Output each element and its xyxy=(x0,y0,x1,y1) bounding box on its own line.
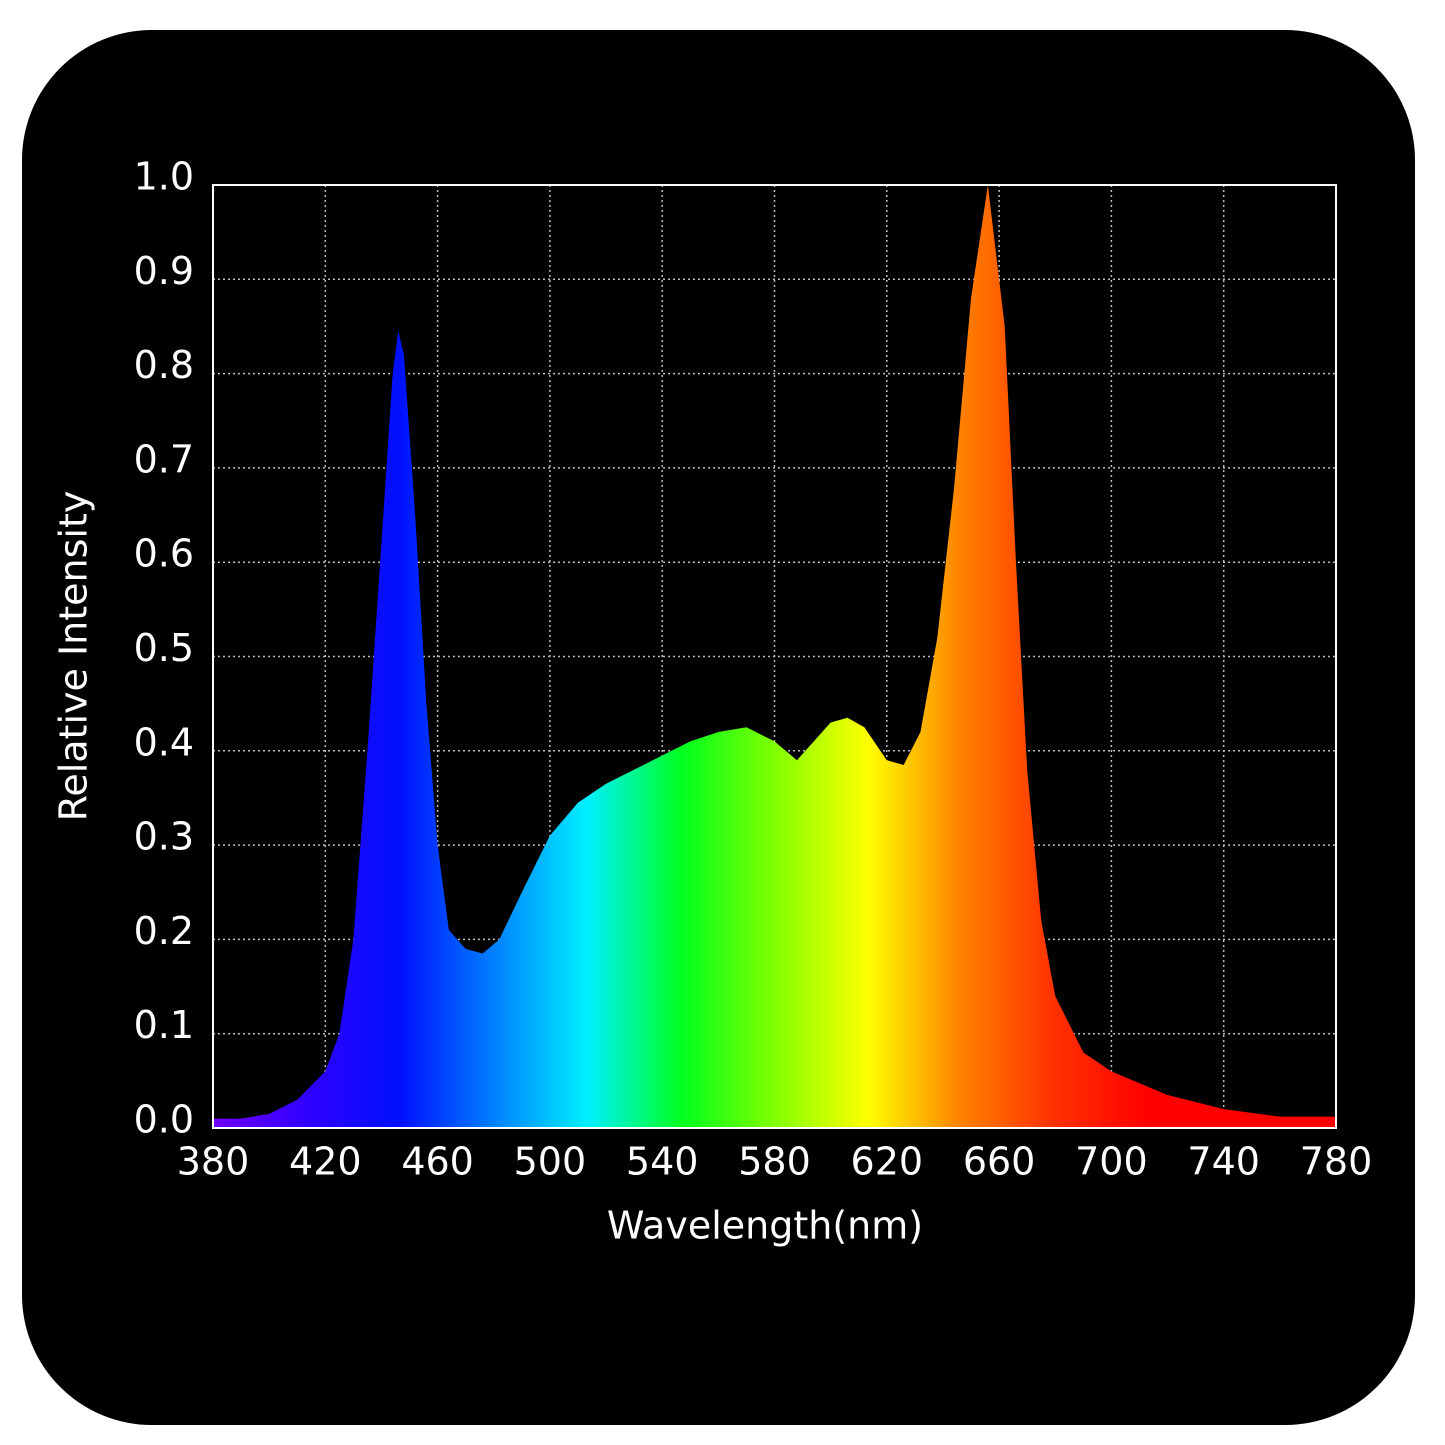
x-tick-label: 420 xyxy=(289,1140,362,1184)
x-tick-label: 620 xyxy=(851,1140,924,1184)
y-tick-label: 0.8 xyxy=(134,343,194,387)
y-tick-label: 0.7 xyxy=(134,437,194,481)
y-tick-label: 0.4 xyxy=(134,720,194,764)
y-axis-title: Relative Intensity xyxy=(52,491,96,822)
x-tick-label: 700 xyxy=(1075,1140,1148,1184)
y-tick-label: 0.0 xyxy=(134,1098,194,1142)
y-tick-label: 0.3 xyxy=(134,815,194,859)
y-tick-label: 0.5 xyxy=(134,626,194,670)
x-axis-title: Wavelength(nm) xyxy=(607,1204,923,1248)
x-tick-label: 660 xyxy=(963,1140,1036,1184)
plot xyxy=(213,185,1336,1128)
x-tick-label: 380 xyxy=(177,1140,250,1184)
x-tick-label: 460 xyxy=(401,1140,474,1184)
y-tick-label: 0.6 xyxy=(134,532,194,576)
plot-frame xyxy=(212,184,1337,1129)
x-tick-label: 740 xyxy=(1187,1140,1260,1184)
x-tick-label: 500 xyxy=(514,1140,587,1184)
y-tick-label: 0.1 xyxy=(134,1003,194,1047)
x-tick-label: 580 xyxy=(738,1140,811,1184)
labels: 0.0 0.1 0.2 0.3 0.4 0.5 0.6 0.7 0.8 0.9 1.0 380 420 4… xyxy=(134,155,1373,1184)
x-tick-label: 780 xyxy=(1300,1140,1373,1184)
x-tick-label: 540 xyxy=(626,1140,699,1184)
y-tick-label: 0.9 xyxy=(134,249,194,293)
spectrum-area xyxy=(213,185,1336,1128)
y-tick-label: 0.2 xyxy=(134,909,194,953)
y-tick-label: 1.0 xyxy=(134,155,194,199)
